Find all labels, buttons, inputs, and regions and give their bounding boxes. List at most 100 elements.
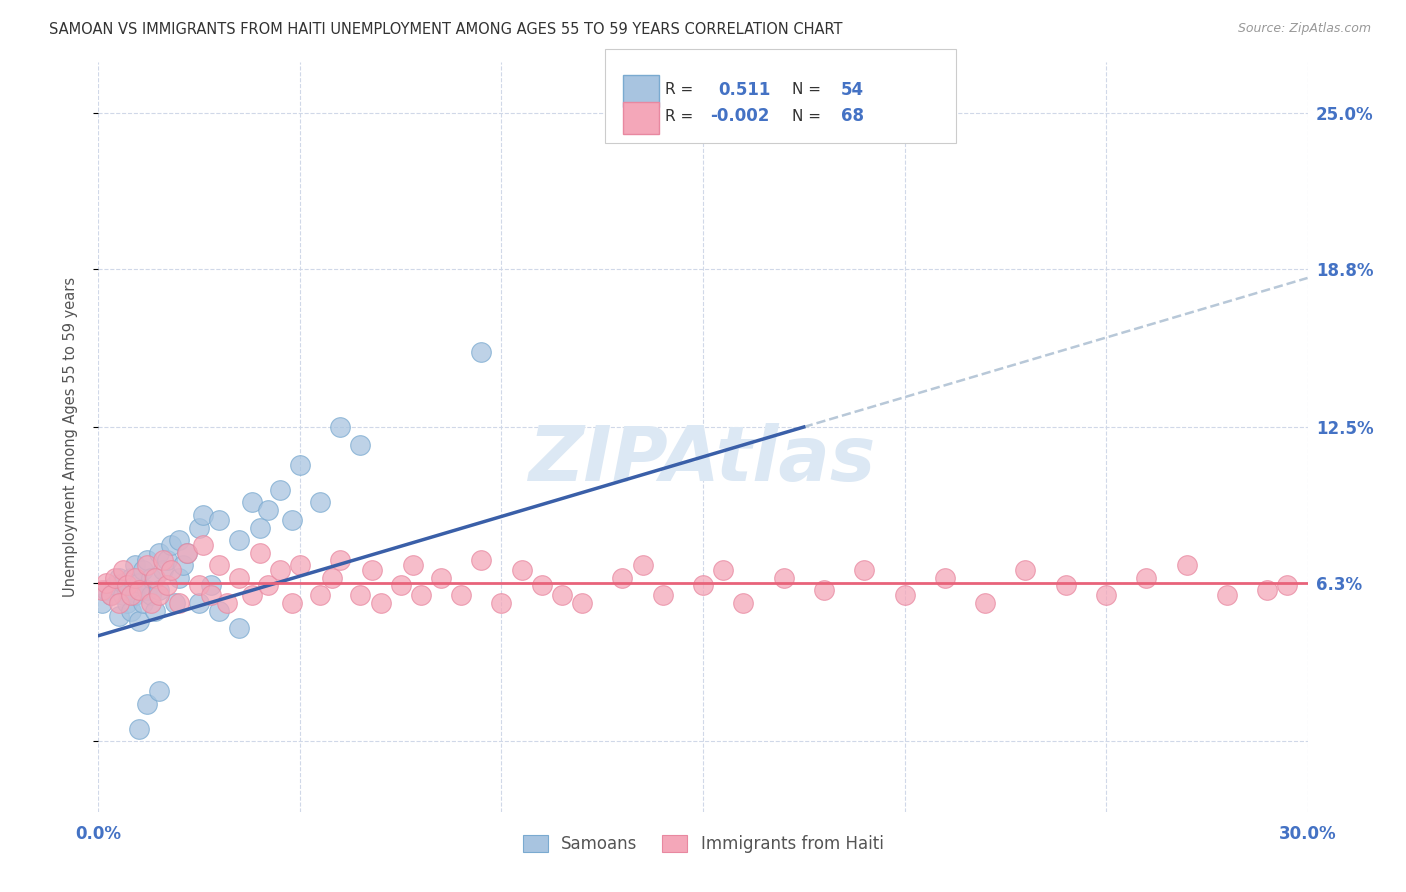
Point [139, 596, 162, 610]
Point [1054, 578, 1077, 592]
Point [240, 495, 263, 509]
Point [124, 558, 146, 573]
Point [111, 575, 134, 590]
Point [208, 513, 231, 527]
Point [156, 553, 179, 567]
Point [321, 571, 343, 585]
Point [139, 571, 162, 585]
Point [167, 596, 190, 610]
Point [120, 571, 142, 585]
Point [450, 589, 472, 603]
Point [139, 589, 162, 603]
Point [853, 563, 876, 577]
Point [208, 558, 231, 573]
Point [329, 420, 352, 434]
Text: 54: 54 [841, 80, 863, 98]
Point [692, 578, 714, 592]
Point [172, 558, 194, 573]
Point [1175, 558, 1198, 573]
Point [1216, 589, 1239, 603]
Text: 0.511: 0.511 [718, 80, 770, 98]
Point [491, 596, 513, 610]
Point [470, 553, 492, 567]
Point [711, 563, 734, 577]
Text: Source: ZipAtlas.com: Source: ZipAtlas.com [1237, 22, 1371, 36]
Point [160, 563, 183, 577]
Point [135, 583, 157, 598]
Point [132, 596, 155, 610]
Y-axis label: Unemployment Among Ages 55 to 59 years: Unemployment Among Ages 55 to 59 years [63, 277, 77, 597]
Point [167, 533, 190, 548]
Point [309, 495, 332, 509]
Point [1135, 571, 1157, 585]
Point [974, 596, 997, 610]
Point [571, 596, 593, 610]
Point [329, 553, 352, 567]
Point [107, 608, 129, 623]
Point [107, 596, 129, 610]
Point [135, 558, 157, 573]
Point [132, 563, 155, 577]
Point [240, 589, 263, 603]
Point [128, 614, 150, 628]
Point [148, 546, 170, 560]
Point [128, 583, 150, 598]
Text: SAMOAN VS IMMIGRANTS FROM HAITI UNEMPLOYMENT AMONG AGES 55 TO 59 YEARS CORRELATI: SAMOAN VS IMMIGRANTS FROM HAITI UNEMPLOY… [49, 22, 842, 37]
Point [409, 589, 432, 603]
Point [370, 596, 392, 610]
Point [96, 583, 118, 598]
Point [228, 571, 250, 585]
Point [733, 596, 755, 610]
Point [188, 596, 211, 610]
Point [281, 513, 304, 527]
Point [188, 520, 211, 534]
Point [288, 458, 311, 472]
Point [256, 578, 278, 592]
Point [551, 589, 574, 603]
Point [281, 596, 304, 610]
Point [430, 571, 453, 585]
Point [530, 578, 553, 592]
Point [217, 596, 239, 610]
Point [115, 583, 138, 598]
Point [156, 578, 179, 592]
Point [100, 589, 122, 603]
Point [651, 589, 673, 603]
Point [124, 571, 146, 585]
Point [96, 575, 118, 590]
Point [934, 571, 956, 585]
Point [249, 546, 271, 560]
Point [269, 563, 291, 577]
Point [1095, 589, 1118, 603]
Point [208, 603, 231, 617]
Point [228, 621, 250, 635]
Legend: Samoans, Immigrants from Haiti: Samoans, Immigrants from Haiti [516, 828, 890, 860]
Point [228, 533, 250, 548]
Point [103, 578, 125, 592]
Point [143, 571, 166, 585]
Point [269, 483, 291, 497]
Point [128, 722, 150, 736]
Point [288, 558, 311, 573]
Point [1277, 578, 1299, 592]
Point [111, 589, 134, 603]
Point [309, 589, 332, 603]
Point [135, 697, 157, 711]
Text: 68: 68 [841, 107, 863, 125]
Point [256, 503, 278, 517]
Point [249, 520, 271, 534]
Point [1014, 563, 1036, 577]
Point [361, 563, 384, 577]
Point [111, 563, 134, 577]
Point [402, 558, 425, 573]
Point [167, 571, 190, 585]
Point [148, 583, 170, 598]
Text: -0.002: -0.002 [710, 107, 769, 125]
Point [176, 546, 198, 560]
Point [120, 603, 142, 617]
Point [115, 578, 138, 592]
Point [193, 508, 215, 522]
Point [612, 571, 634, 585]
Point [200, 578, 222, 592]
Point [148, 589, 170, 603]
